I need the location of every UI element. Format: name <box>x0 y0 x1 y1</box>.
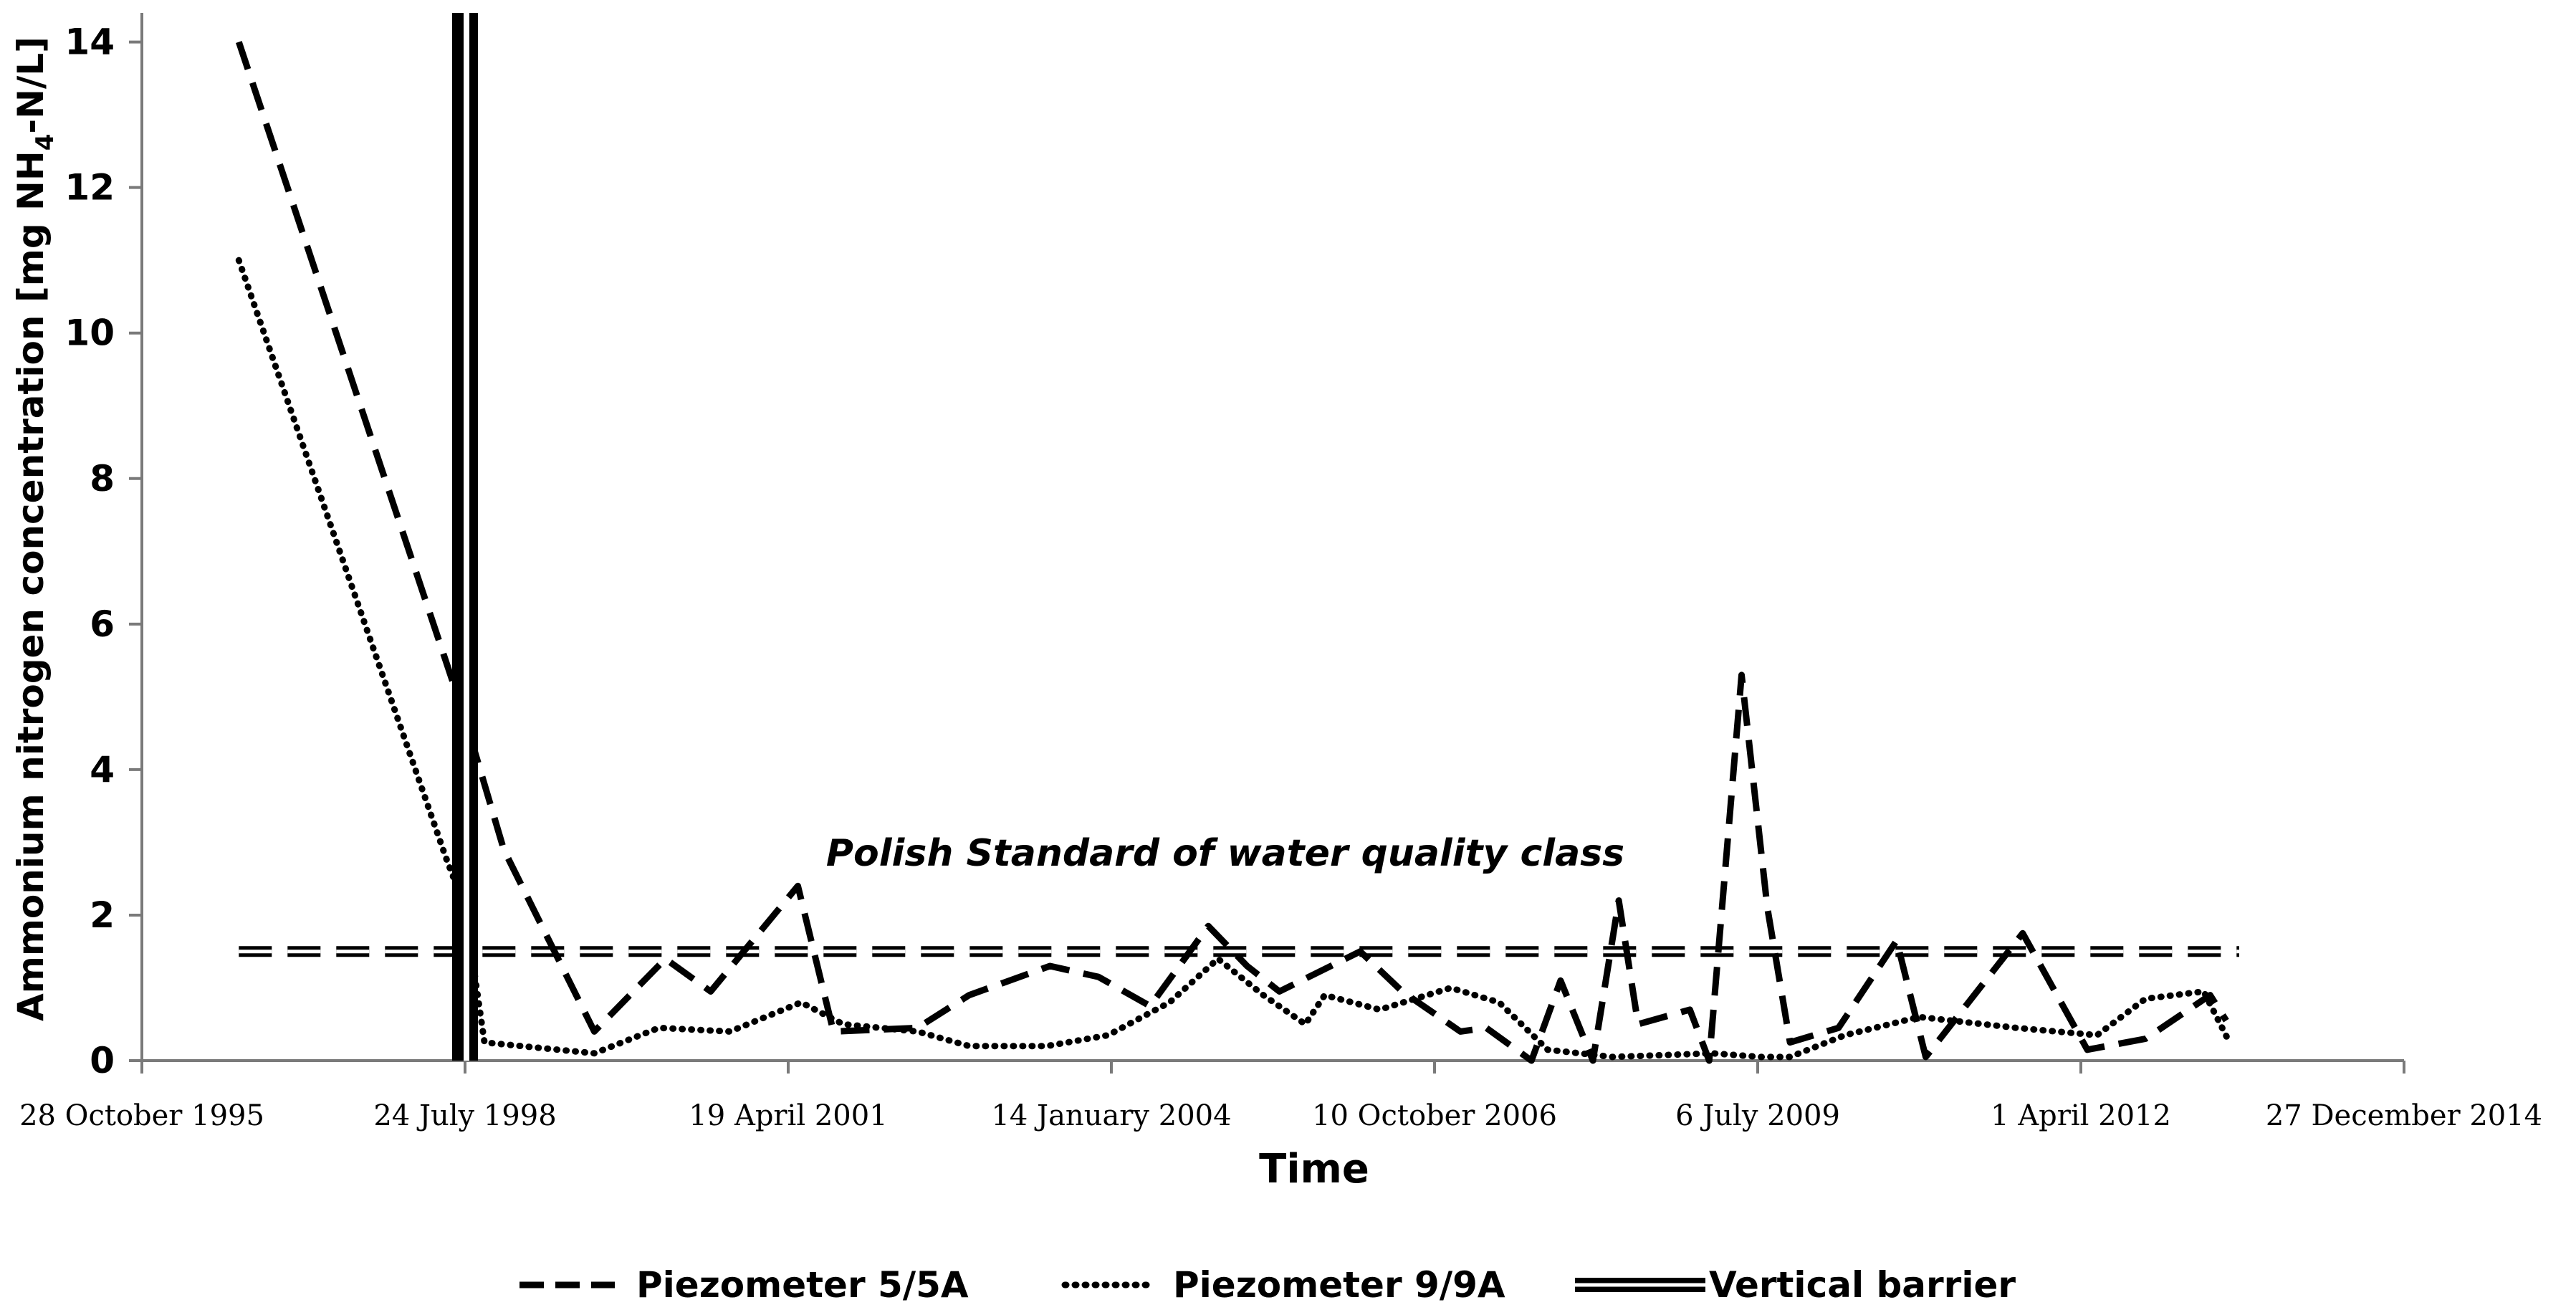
x-axis-title: Time <box>1259 1146 1369 1192</box>
y-tick-label: 0 <box>90 1040 115 1081</box>
x-tick-label: 10 October 2006 <box>1312 1099 1557 1132</box>
axes <box>129 13 2405 1074</box>
y-tick-label: 12 <box>64 167 115 209</box>
series-layer <box>235 13 2239 1064</box>
y-axis-title-end: -N/L] <box>10 37 52 134</box>
y-tick-label: 14 <box>64 21 115 63</box>
y-tick-label: 2 <box>90 894 115 936</box>
legend-label: Piezometer 5/5A <box>636 1264 969 1306</box>
tick-labels: 0 2 4 6 8 10 12 14 28 October 1995 24 July 1998 19… <box>19 21 2542 1132</box>
y-tick-label: 10 <box>64 312 115 354</box>
legend-item-piezometer-9: Piezometer 9/9A <box>1061 1264 1505 1306</box>
x-tick-label: 6 July 2009 <box>1675 1099 1840 1132</box>
legend-label: Piezometer 9/9A <box>1173 1264 1505 1306</box>
x-tick-label: 19 April 2001 <box>689 1099 887 1132</box>
series-piezometer-9-line <box>235 257 2233 1061</box>
legend-item-vertical-barrier: Vertical barrier <box>1575 1264 2016 1306</box>
legend-item-piezometer-5: Piezometer 5/5A <box>519 1264 969 1306</box>
y-tick-label: 8 <box>90 458 115 499</box>
y-tick-label: 6 <box>90 603 115 645</box>
y-axis-title-sub: 4 <box>31 134 59 151</box>
series-piezometer-5-line <box>236 41 2229 1064</box>
standard-annotation: Polish Standard of water quality class <box>826 832 1624 875</box>
legend-label: Vertical barrier <box>1709 1264 2016 1306</box>
y-axis-title-main: Ammonium nitrogen concentration [mg NH <box>10 150 52 1021</box>
x-tick-label: 1 April 2012 <box>1991 1099 2171 1132</box>
x-tick-label: 14 January 2004 <box>991 1099 1231 1132</box>
y-tick-label: 4 <box>90 749 115 790</box>
y-axis-title: Ammonium nitrogen concentration [mg NH4-… <box>10 37 59 1021</box>
x-tick-label: 24 July 1998 <box>373 1099 556 1132</box>
legend: Piezometer 5/5A Piezometer 9/9A Vertical… <box>519 1264 2016 1306</box>
x-tick-label: 28 October 1995 <box>19 1099 264 1132</box>
x-tick-label: 27 December 2014 <box>2266 1099 2542 1132</box>
